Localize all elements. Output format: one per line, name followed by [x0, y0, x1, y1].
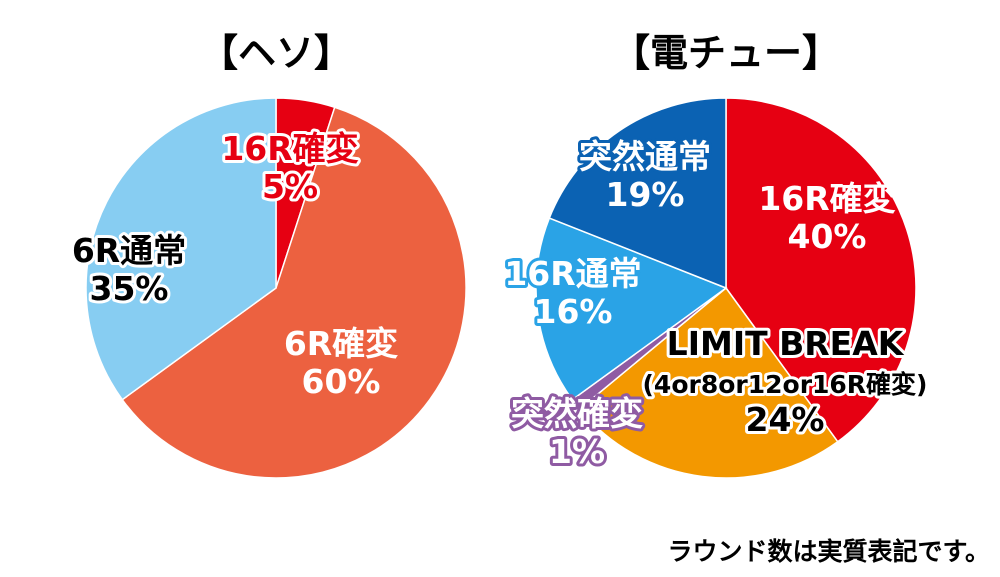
footnote: ラウンド数は実質表記です。 [667, 537, 990, 566]
slice-label: 6R通常 35% [72, 231, 186, 308]
chart-title-heso: 【ヘソ】 [200, 31, 352, 75]
slice-label: 16R確変 40% [758, 179, 895, 256]
pie-labels-denchu: 16R確変 40% LIMIT BREAK (4or8or12or16R確変) 24% 突… [501, 134, 930, 474]
slice-label-line: 16R確変 [221, 129, 358, 168]
pie-labels-heso: 16R確変 5% 6R確変 60% 6R通常 35% [69, 126, 398, 401]
slice-label-line: 6R通常 [72, 231, 186, 270]
slice-label-line: 16R確変 [758, 179, 895, 218]
slice-label-line: LIMIT BREAK [667, 324, 905, 363]
slice-label: 6R確変 60% [284, 324, 398, 401]
slice-label-line: 40% [788, 217, 867, 256]
pie-slices-denchu [535, 97, 917, 479]
slice-label-line: 突然通常 [579, 137, 711, 176]
chart-title-denchu: 【電チュー】 [612, 31, 840, 75]
slice-label: 16R確変 5% [221, 129, 358, 206]
slice-label: 16R通常 16% [504, 254, 641, 331]
pie-slices-heso [85, 97, 467, 479]
slice-label-line: 60% [302, 362, 381, 401]
slice-label: LIMIT BREAK (4or8or12or16R確変) 24% [643, 324, 928, 439]
pie-slice [121, 106, 467, 479]
slice-label-line: 6R確変 [284, 324, 398, 363]
slice-label-line: (4or8or12or16R確変) [643, 370, 928, 399]
slice-label-line: 19% [606, 175, 685, 214]
slice-label-line: 突然確変 [511, 394, 643, 433]
slice-label-line: 24% [746, 400, 825, 439]
slice-label-line: 35% [90, 269, 169, 308]
pie-chart-heso: 【ヘソ】 16R確変 5% 6R確変 60% 6R通常 35% [69, 31, 467, 479]
pie-chart-denchu: 【電チュー】 16R確変 40% LIMIT BREAK (4or8or12or16R… [501, 31, 931, 479]
slice-label-line: 16R通常 [504, 254, 641, 293]
slice-label-line: 5% [262, 167, 318, 206]
pie-slice [725, 97, 917, 443]
slice-label: 突然通常 19% [579, 137, 711, 214]
pie-slice [535, 217, 728, 401]
slice-label: 突然確変 1% [511, 394, 643, 471]
pie-slice [578, 286, 839, 479]
slice-label-line: 1% [549, 432, 605, 471]
pie-slice [548, 97, 727, 290]
pie-slice [85, 97, 277, 401]
slice-label-line: 16% [534, 292, 613, 331]
